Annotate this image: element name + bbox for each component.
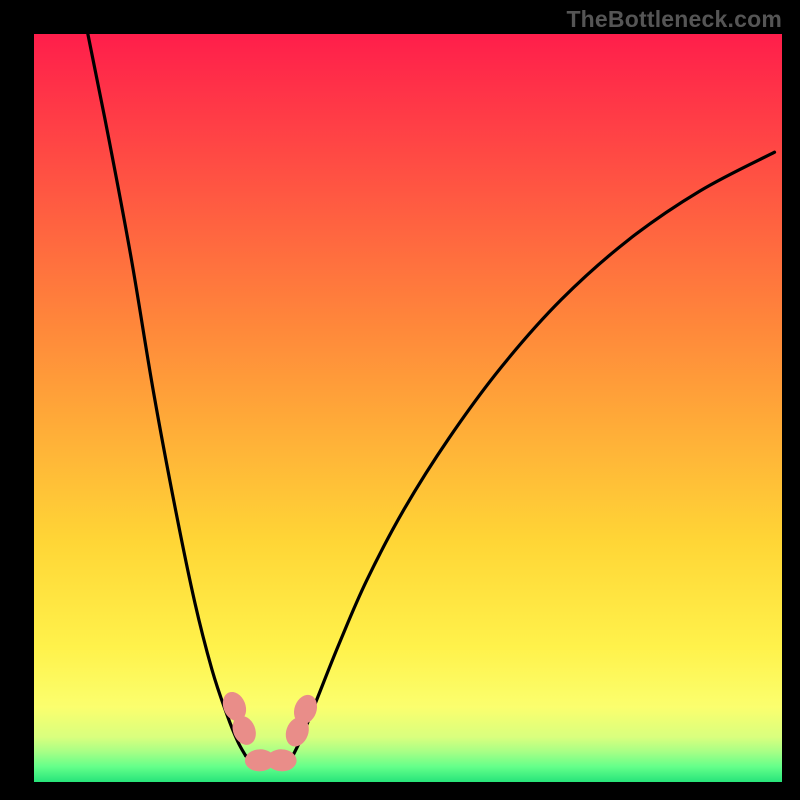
data-marker [266, 749, 297, 772]
curve-layer [34, 34, 782, 782]
marker-group [219, 688, 321, 771]
plot-area [34, 34, 782, 782]
watermark-text: TheBottleneck.com [566, 6, 782, 33]
curve-left [88, 34, 246, 756]
curve-right [293, 152, 775, 756]
chart-frame: TheBottleneck.com [0, 0, 800, 800]
